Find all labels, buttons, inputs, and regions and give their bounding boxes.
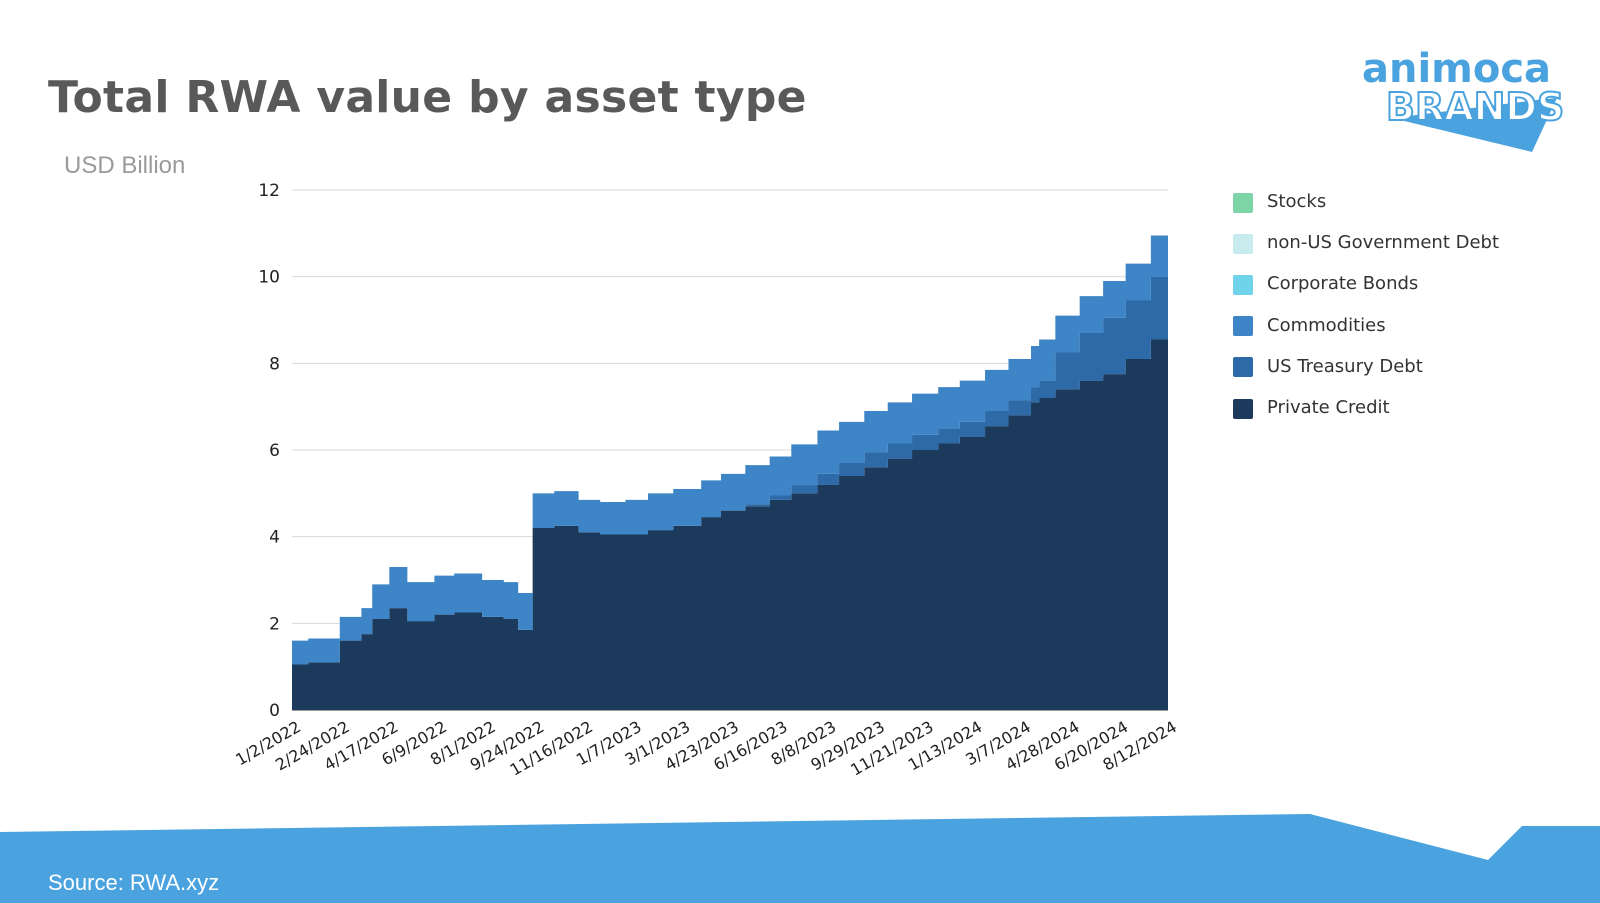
x-axis-ticks: 1/2/20222/24/20224/17/20226/9/20228/1/20… — [232, 717, 1180, 780]
legend-label: non-US Government Debt — [1267, 232, 1500, 254]
legend-swatch — [1233, 316, 1253, 337]
y-tick-label: 8 — [269, 354, 280, 374]
logo-line1: animoca — [1362, 46, 1551, 92]
logo-line2: BRANDS — [1386, 85, 1564, 129]
legend-label: Corporate Bonds — [1267, 273, 1419, 295]
legend-item: US Treasury Debt — [1233, 347, 1499, 388]
legend-swatch — [1233, 274, 1253, 295]
stacked-areas — [292, 209, 1168, 710]
legend-label: Stocks — [1267, 191, 1327, 213]
y-axis-ticks: 0 2 4 6 8 10 12 — [258, 181, 280, 721]
legend-swatch — [1233, 398, 1253, 419]
chart-title: Total RWA value by asset type — [48, 72, 807, 123]
area-commodities — [292, 209, 1168, 665]
y-tick-label: 0 — [269, 701, 280, 721]
legend-swatch — [1233, 233, 1253, 254]
legend-label: Private Credit — [1267, 397, 1390, 419]
area-private-credit — [292, 322, 1168, 710]
legend-label: Commodities — [1267, 314, 1386, 336]
legend-item: Corporate Bonds — [1233, 264, 1499, 305]
legend-item: Stocks — [1233, 182, 1499, 223]
y-tick-label: 6 — [269, 441, 280, 461]
legend-swatch — [1233, 192, 1253, 213]
y-tick-label: 2 — [269, 614, 280, 634]
animoca-brands-logo: animoca BRANDS — [1362, 40, 1572, 160]
legend-swatch — [1233, 357, 1253, 378]
y-tick-label: 12 — [258, 181, 280, 201]
legend-item: Private Credit — [1233, 388, 1499, 429]
legend: Stocks non-US Government Debt Corporate Bo… — [1233, 182, 1499, 429]
footer-band — [0, 814, 1600, 903]
y-axis-unit-label: USD Billion — [64, 152, 186, 179]
legend-label: US Treasury Debt — [1267, 355, 1423, 377]
legend-item: non-US Government Debt — [1233, 223, 1499, 264]
y-tick-label: 4 — [269, 528, 280, 548]
y-tick-label: 10 — [258, 268, 280, 288]
source-note: Source: RWA.xyz — [48, 870, 220, 895]
legend-item: Commodities — [1233, 306, 1499, 347]
